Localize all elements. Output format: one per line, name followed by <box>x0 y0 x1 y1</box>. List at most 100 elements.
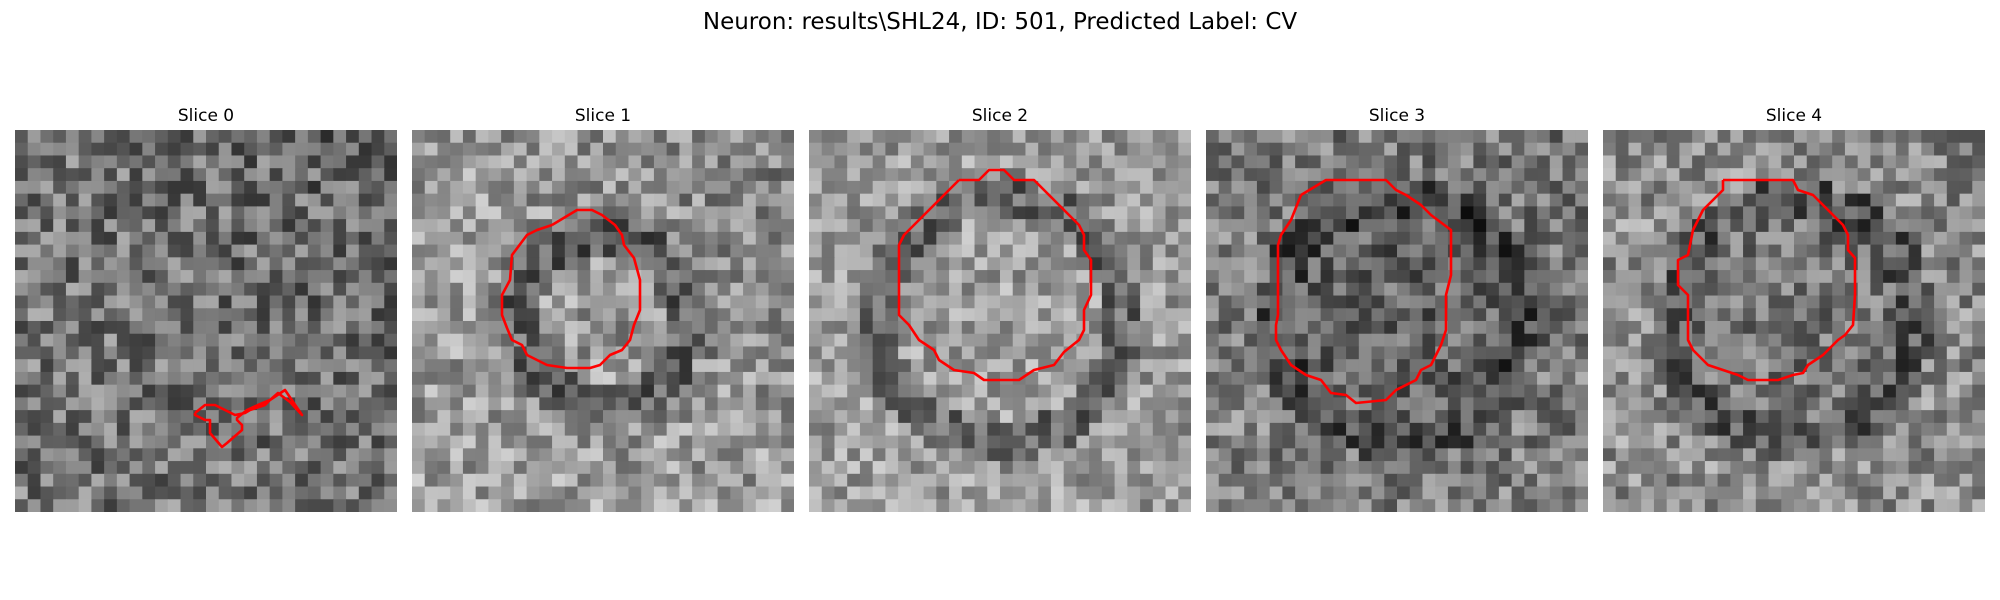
pixel <box>193 473 207 488</box>
pixel <box>78 371 92 386</box>
pixel <box>1562 142 1576 157</box>
pixel <box>1063 321 1077 335</box>
pixel <box>91 473 105 488</box>
pixel <box>256 499 271 512</box>
pixel <box>27 130 42 144</box>
pixel <box>1050 333 1065 348</box>
pixel <box>1206 180 1220 195</box>
pixel <box>1422 435 1436 449</box>
pixel <box>475 371 489 386</box>
pixel <box>1127 473 1141 488</box>
pixel <box>526 142 540 157</box>
pixel <box>603 321 617 335</box>
pixel <box>1537 473 1551 488</box>
pixel <box>1460 168 1474 182</box>
pixel <box>1063 168 1077 182</box>
pixel <box>1972 359 1985 373</box>
pixel <box>1140 282 1154 297</box>
pixel <box>936 359 950 373</box>
pixel <box>961 499 976 512</box>
pixel <box>768 499 782 512</box>
pixel <box>1089 371 1103 386</box>
pixel <box>821 422 836 437</box>
pixel <box>1206 410 1220 424</box>
pixel <box>346 257 360 271</box>
pixel <box>295 257 309 271</box>
pixel <box>910 422 925 437</box>
pixel <box>898 193 912 207</box>
pixel <box>1269 384 1283 398</box>
pixel <box>872 422 886 437</box>
pixel <box>1114 371 1128 386</box>
pixel <box>1244 168 1258 182</box>
pixel <box>615 359 630 373</box>
pixel <box>437 142 451 157</box>
pixel <box>628 473 642 488</box>
pixel <box>384 244 397 258</box>
pixel <box>1244 257 1258 271</box>
pixel <box>1320 473 1334 488</box>
pixel <box>206 461 220 475</box>
pixel <box>167 435 182 449</box>
pixel <box>539 270 553 284</box>
pixel <box>1641 486 1655 500</box>
pixel <box>1524 130 1538 144</box>
pixel <box>1346 371 1360 386</box>
pixel <box>1127 130 1141 144</box>
pixel <box>1114 155 1128 169</box>
pixel <box>218 193 233 207</box>
pixel <box>552 257 566 271</box>
pixel <box>1333 295 1347 309</box>
pixel <box>1152 461 1167 475</box>
pixel <box>1397 473 1411 488</box>
pixel <box>1076 193 1090 207</box>
pixel <box>1870 180 1884 195</box>
pixel <box>412 461 426 475</box>
pixel <box>1794 270 1808 284</box>
pixel <box>936 193 950 207</box>
pixel <box>1498 219 1513 233</box>
pixel <box>1755 130 1770 144</box>
pixel <box>1679 295 1693 309</box>
pixel <box>1012 499 1027 512</box>
pixel <box>1101 384 1116 398</box>
pixel <box>1269 448 1283 462</box>
pixel <box>1704 486 1719 500</box>
pixel <box>65 244 80 258</box>
pixel <box>256 384 271 398</box>
pixel <box>872 473 886 488</box>
pixel <box>1921 461 1935 475</box>
pixel <box>501 397 515 411</box>
pixel <box>1549 231 1564 246</box>
pixel <box>1140 155 1154 169</box>
pixel <box>1101 308 1116 322</box>
pixel <box>244 168 258 182</box>
pixel <box>1269 257 1283 271</box>
pixel <box>1857 499 1871 512</box>
pixel <box>1206 435 1220 449</box>
pixel <box>218 448 233 462</box>
pixel <box>1206 461 1220 475</box>
pixel <box>1231 448 1245 462</box>
pixel <box>730 155 744 169</box>
pixel <box>1498 193 1513 207</box>
pixel <box>577 346 591 360</box>
pixel <box>1537 295 1551 309</box>
pixel <box>1152 193 1167 207</box>
pixel <box>1575 448 1588 462</box>
pixel <box>923 371 937 386</box>
pixel <box>1730 308 1744 322</box>
pixel <box>821 257 836 271</box>
pixel <box>539 193 553 207</box>
pixel <box>513 155 528 169</box>
pixel <box>53 321 67 335</box>
pixel <box>910 155 925 169</box>
pixel <box>1076 397 1090 411</box>
pixel <box>1781 231 1795 246</box>
pixel <box>358 219 373 233</box>
pixel <box>27 346 42 360</box>
pixel <box>1959 168 1973 182</box>
pixel <box>1768 257 1782 271</box>
pixel <box>859 155 874 169</box>
pixel <box>475 244 489 258</box>
